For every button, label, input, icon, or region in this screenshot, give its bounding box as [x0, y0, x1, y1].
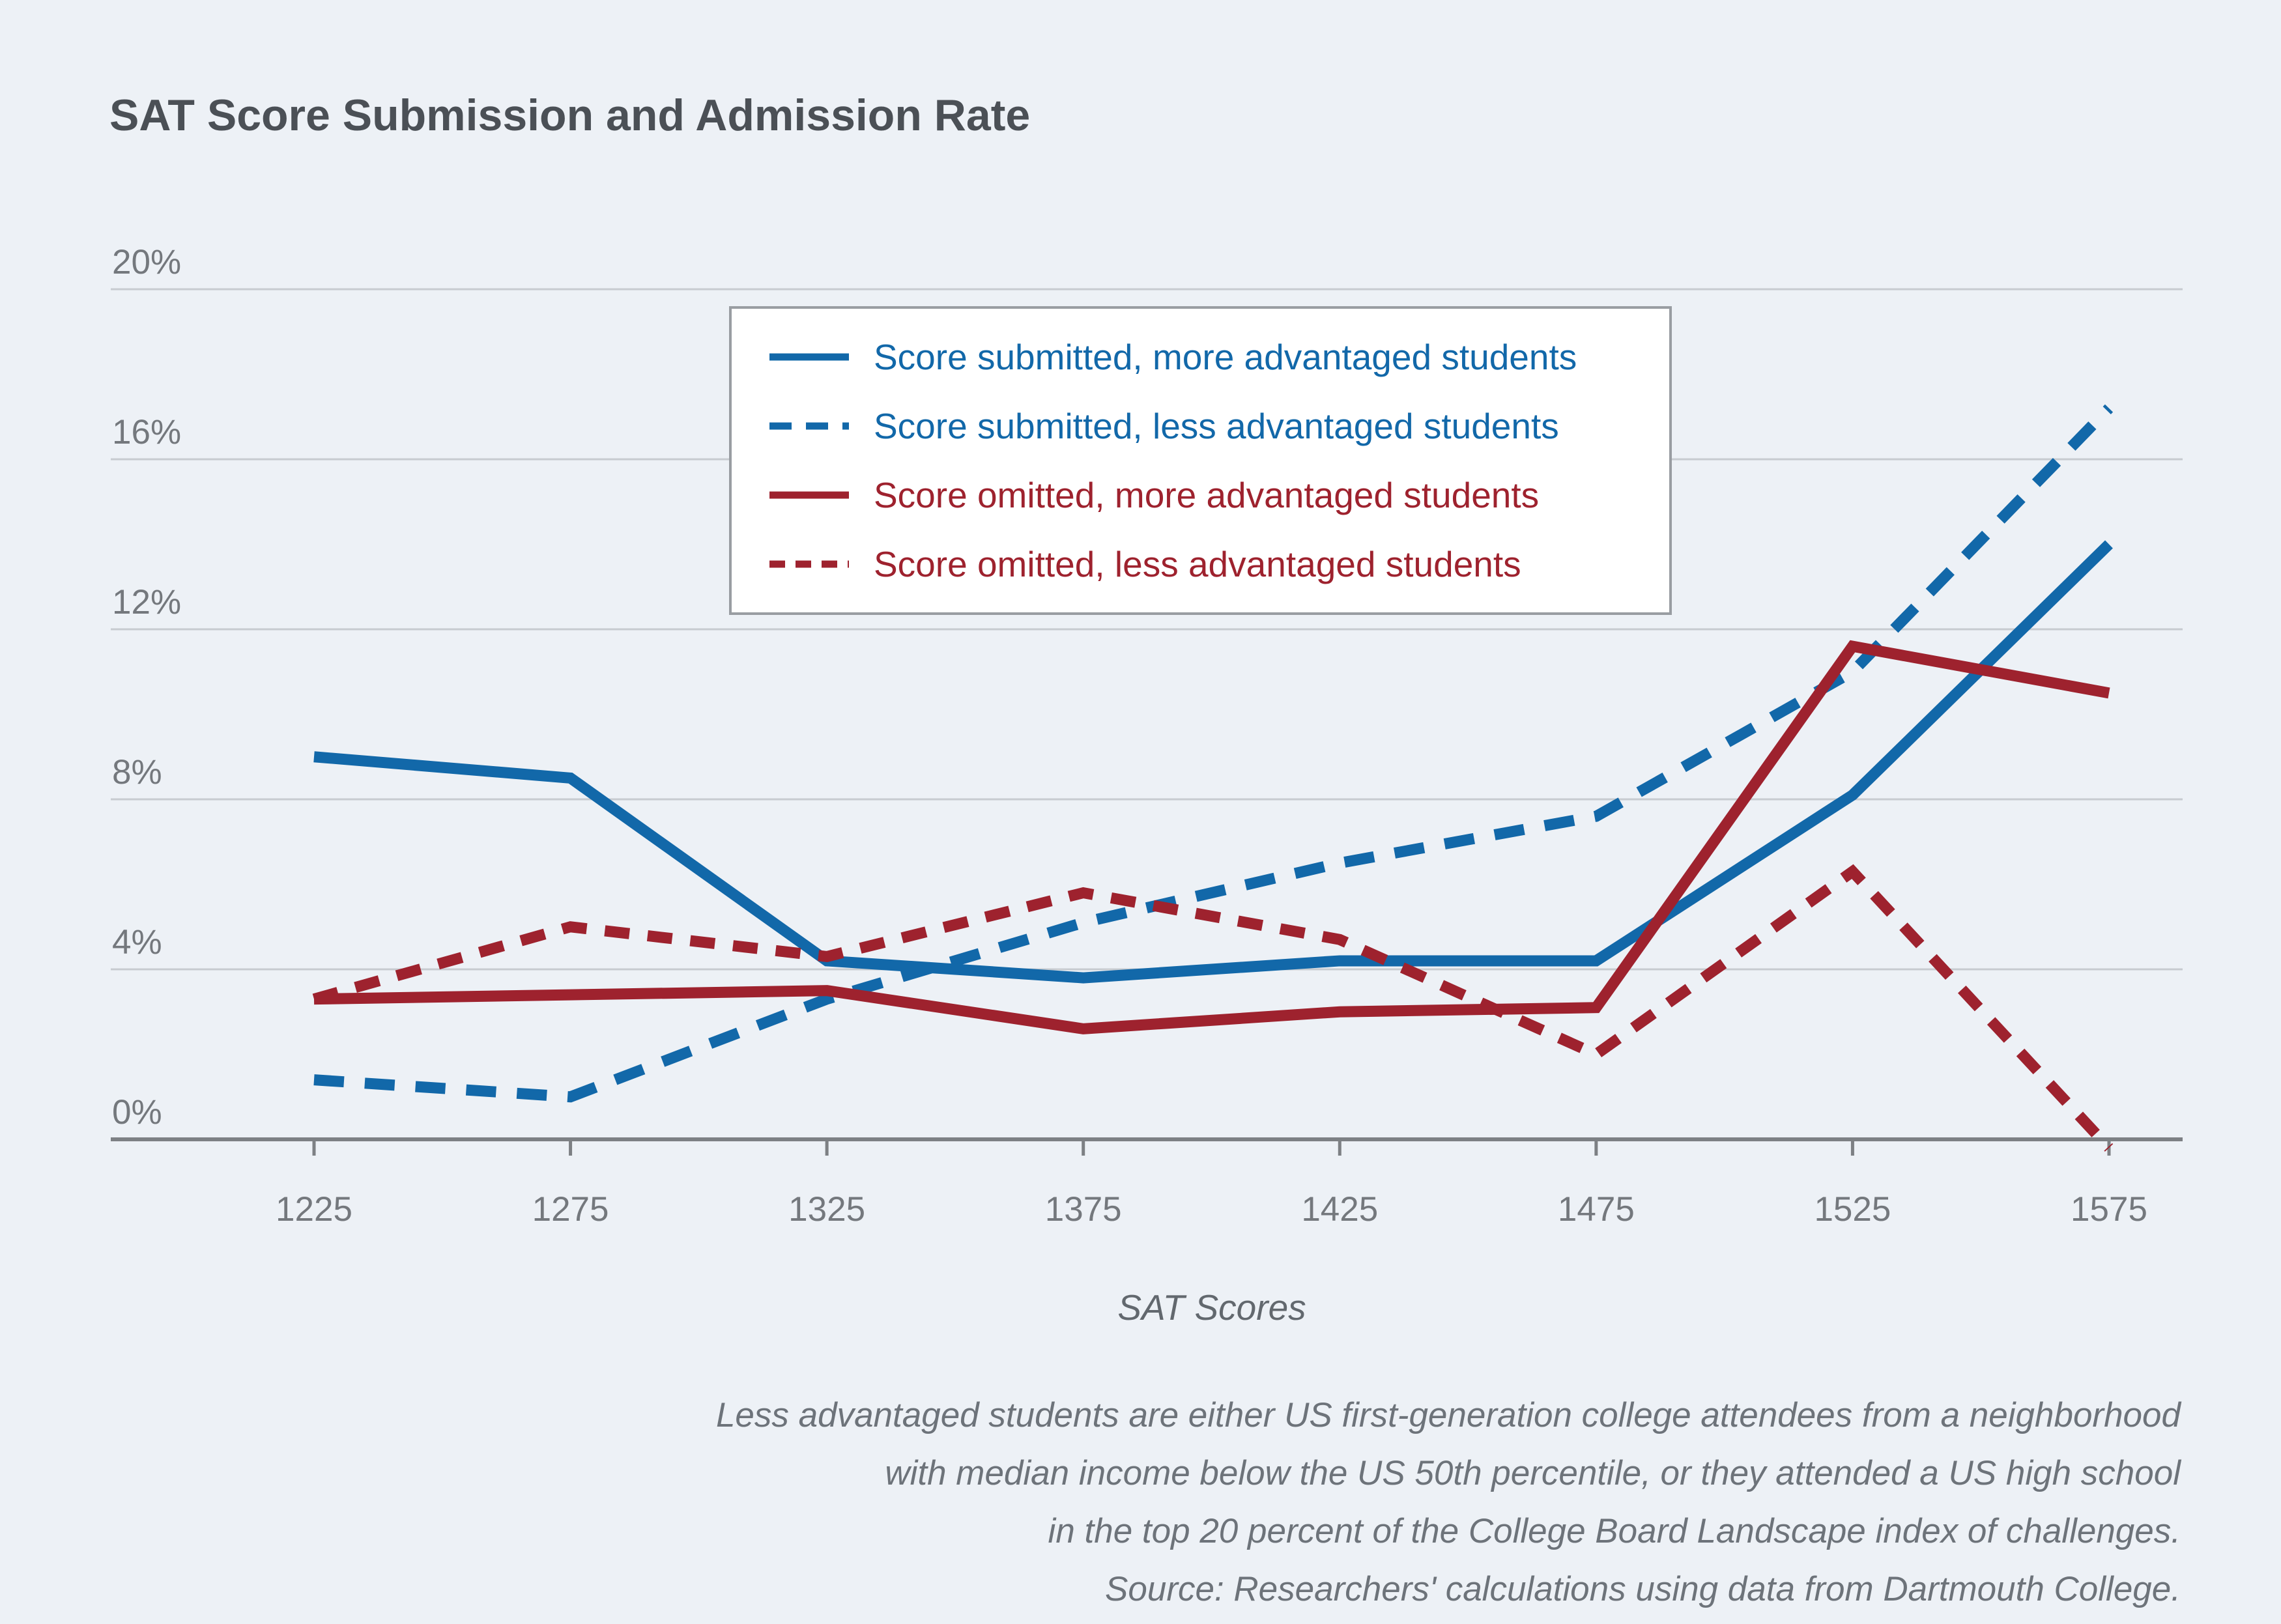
y-axis-label-4: 4% — [112, 923, 162, 962]
dashed-red-line-icon — [769, 560, 849, 568]
series-line-1 — [313, 404, 2114, 1103]
x-axis-label-1375: 1375 — [1045, 1190, 1122, 1229]
x-axis-title: SAT Scores — [1117, 1287, 1306, 1328]
series-line-2 — [313, 640, 2110, 1034]
y-axis-label-20: 20% — [112, 243, 181, 281]
x-axis-label-1475: 1475 — [1558, 1190, 1635, 1229]
footnote-line: in the top 20 percent of the College Boa… — [1048, 1512, 2181, 1550]
solid-blue-line-icon — [769, 353, 849, 361]
legend-item-score-omitted-more-advantaged: Score omitted, more advantaged students — [769, 474, 1669, 516]
y-axis-label-8: 8% — [112, 753, 162, 791]
legend-label: Score submitted, more advantaged student… — [874, 337, 1577, 377]
legend-item-score-submitted-more-advantaged: Score submitted, more advantaged student… — [769, 336, 1669, 378]
dashed-blue-line-icon — [769, 422, 849, 430]
x-axis-label-1325: 1325 — [788, 1190, 865, 1229]
x-axis-label-1425: 1425 — [1301, 1190, 1378, 1229]
legend-item-score-submitted-less-advantaged: Score submitted, less advantaged student… — [769, 405, 1669, 447]
series-line-0 — [313, 540, 2113, 984]
footnote-line: Source: Researchers' calculations using … — [1105, 1570, 2181, 1608]
legend-box: Score submitted, more advantaged student… — [729, 306, 1672, 615]
legend-label: Score omitted, less advantaged students — [874, 544, 1521, 584]
footnote-line: Less advantaged students are either US f… — [715, 1396, 2181, 1434]
legend-label: Score omitted, more advantaged students — [874, 475, 1540, 515]
footnote-line: with median income below the US 50th per… — [885, 1454, 2181, 1492]
legend-label: Score submitted, less advantaged student… — [874, 406, 1559, 446]
y-axis-label-0: 0% — [112, 1093, 162, 1132]
x-axis-label-1225: 1225 — [276, 1190, 352, 1229]
x-axis-label-1575: 1575 — [2071, 1190, 2147, 1229]
chart-title: SAT Score Submission and Admission Rate — [109, 91, 1031, 140]
x-axis-label-1275: 1275 — [532, 1190, 609, 1229]
footnote: Less advantaged students are either US f… — [716, 1386, 2181, 1618]
solid-red-line-icon — [769, 491, 849, 499]
y-axis-label-12: 12% — [112, 583, 181, 621]
legend-item-score-omitted-less-advantaged: Score omitted, less advantaged students — [769, 543, 1669, 585]
y-axis-label-16: 16% — [112, 413, 181, 451]
x-axis-label-1525: 1525 — [1814, 1190, 1891, 1229]
series-line-3 — [312, 864, 2114, 1152]
